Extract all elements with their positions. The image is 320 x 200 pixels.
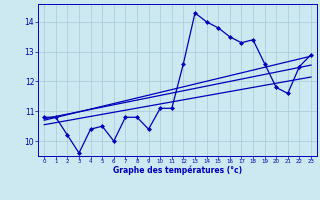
X-axis label: Graphe des températures (°c): Graphe des températures (°c) bbox=[113, 166, 242, 175]
